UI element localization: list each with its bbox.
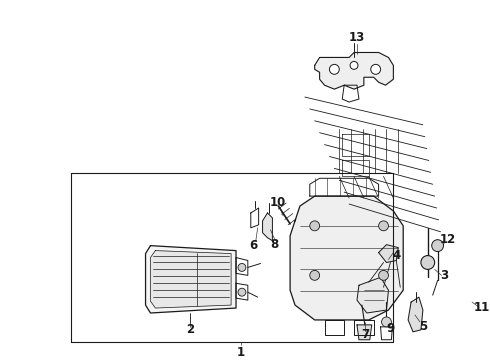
Circle shape (382, 317, 392, 327)
Text: 10: 10 (270, 195, 287, 208)
Polygon shape (408, 297, 423, 332)
Text: 11: 11 (474, 301, 490, 314)
Polygon shape (150, 251, 231, 308)
Text: 12: 12 (440, 233, 456, 246)
Circle shape (379, 221, 389, 231)
Text: 4: 4 (392, 249, 400, 262)
Text: 9: 9 (386, 322, 394, 336)
Polygon shape (263, 213, 272, 241)
Circle shape (238, 264, 246, 271)
Polygon shape (315, 53, 393, 89)
Text: 7: 7 (361, 328, 369, 341)
Text: 2: 2 (186, 323, 194, 336)
Text: 13: 13 (349, 31, 365, 44)
Text: 3: 3 (441, 269, 448, 282)
Circle shape (421, 256, 435, 269)
Text: 6: 6 (249, 239, 258, 252)
Text: 5: 5 (419, 320, 427, 333)
Polygon shape (146, 246, 236, 313)
Circle shape (329, 64, 339, 74)
Circle shape (432, 240, 443, 252)
Polygon shape (379, 245, 398, 262)
Circle shape (350, 62, 358, 69)
Text: 8: 8 (270, 238, 278, 251)
Circle shape (371, 64, 381, 74)
Polygon shape (290, 196, 403, 320)
Circle shape (379, 270, 389, 280)
Polygon shape (357, 325, 372, 340)
Polygon shape (357, 277, 389, 313)
Circle shape (310, 221, 319, 231)
Circle shape (238, 288, 246, 296)
Circle shape (310, 270, 319, 280)
Text: 1: 1 (237, 346, 245, 359)
